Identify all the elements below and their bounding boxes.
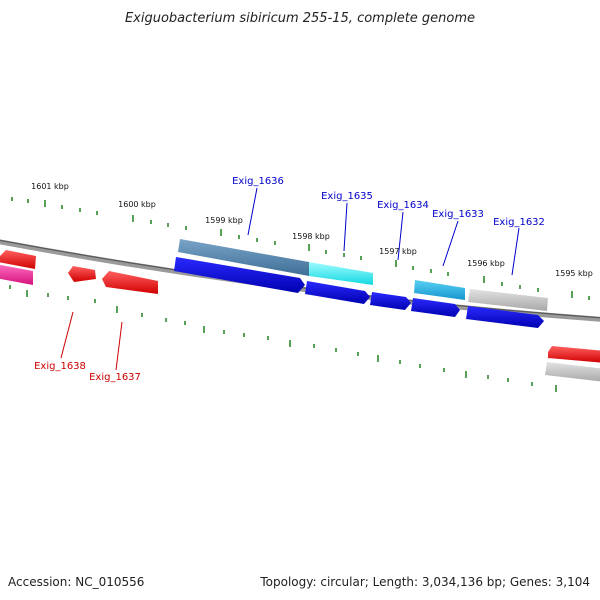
gene-label: Exig_1633 (432, 209, 484, 220)
gene-label: Exig_1634 (377, 200, 429, 211)
gene-label: Exig_1632 (493, 217, 545, 228)
scale-label: 1598 kbp (292, 232, 330, 241)
gene-exig-1632-lower[interactable] (466, 306, 544, 328)
gene-right-red[interactable] (548, 346, 600, 363)
scale-label: 1595 kbp (555, 269, 593, 278)
gene-top-left-red[interactable] (0, 250, 36, 269)
scale-label: 1599 kbp (205, 216, 243, 225)
gene-exig-1634[interactable] (370, 292, 411, 310)
gene-top-left-magenta[interactable] (0, 264, 33, 285)
accession-text: Accession: NC_010556 (8, 575, 144, 589)
gene-exig-1635-lower[interactable] (305, 281, 370, 304)
scale-label: 1601 kbp (31, 182, 69, 191)
gene-exig-1633-lower[interactable] (411, 298, 460, 317)
gene-exig-1636[interactable] (178, 239, 309, 276)
gene-labels-bottom: Exig_1638 Exig_1637 (34, 361, 141, 383)
gene-exig-1632[interactable] (468, 289, 548, 311)
scale-ticks-upper (11, 197, 590, 300)
gene-exig-1635[interactable] (309, 262, 373, 285)
gene-exig-1637[interactable] (102, 271, 158, 294)
topology-text: Topology: circular; Length: 3,034,136 bp… (259, 575, 590, 589)
gene-exig-1633[interactable] (414, 280, 465, 300)
gene-label: Exig_1635 (321, 191, 373, 202)
scale-labels: 1601 kbp 1600 kbp 1599 kbp 1598 kbp 1597… (31, 182, 593, 278)
gene-label: Exig_1637 (89, 372, 141, 383)
gene-labels-top: Exig_1636 Exig_1635 Exig_1634 Exig_1633 … (232, 176, 545, 228)
scale-ticks-lower (9, 285, 557, 392)
scale-label: 1597 kbp (379, 247, 417, 256)
scale-label: 1600 kbp (118, 200, 156, 209)
gene-exig-1636-lower[interactable] (174, 257, 305, 293)
label-leaders-bottom (60, 311, 123, 371)
gene-label: Exig_1636 (232, 176, 284, 187)
gene-label: Exig_1638 (34, 361, 86, 372)
figure-title: Exiguobacterium sibiricum 255-15, comple… (125, 11, 475, 26)
gene-exig-1638[interactable] (68, 266, 96, 282)
gene-right-gray[interactable] (545, 362, 600, 382)
label-leaders-top (247, 187, 520, 276)
scale-label: 1596 kbp (467, 259, 505, 268)
